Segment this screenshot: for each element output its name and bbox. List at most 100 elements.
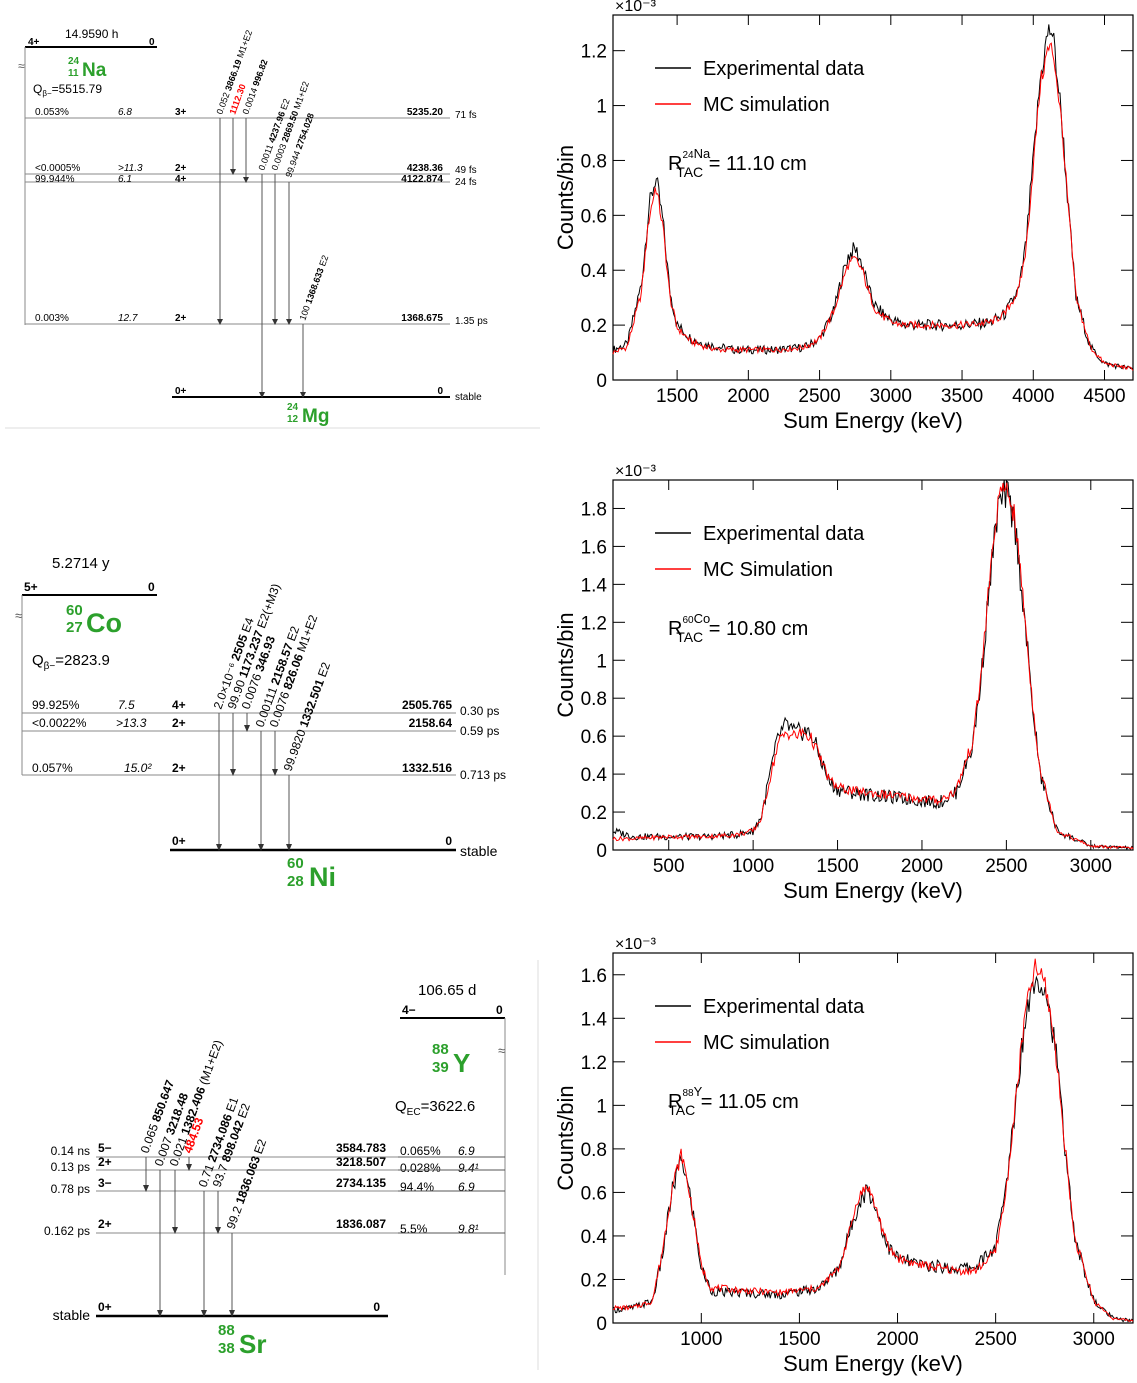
legend-label: MC simulation: [703, 94, 830, 116]
y-tick-label: 0.8: [581, 689, 607, 710]
svg-text:3218.507: 3218.507: [336, 1155, 386, 1169]
svg-text:0.14 ns: 0.14 ns: [51, 1144, 90, 1158]
level-energy: 1368.675: [401, 313, 443, 324]
daughter-z: 12: [287, 414, 299, 425]
spectrum-chart-y88: 1000 1500 2000 2500 3000 0 0.2 0.4 0.6 0.8 1 1.2 1.4…: [545, 925, 1137, 1378]
svg-text:106.65 d: 106.65 d: [418, 982, 476, 999]
level-logft: 12.7: [118, 313, 138, 324]
level-branch: <0.0005%: [35, 163, 80, 174]
level-spin: 4+: [175, 174, 187, 185]
level-logft: 6.8: [118, 107, 132, 118]
svg-text:4−: 4−: [402, 1003, 416, 1017]
svg-text:2734.135: 2734.135: [336, 1176, 386, 1190]
svg-text:0.162 ps: 0.162 ps: [44, 1224, 90, 1238]
parent-z: 11: [68, 68, 79, 79]
q-sub: β−: [42, 89, 52, 98]
series-line-experimental: [612, 975, 1134, 1323]
x-tick-label: 4000: [1012, 386, 1054, 407]
x-axis-label: Sum Energy (keV): [783, 1351, 963, 1376]
svg-text:2+: 2+: [98, 1155, 112, 1169]
rtac-annotation: R60Co TAC = 10.80 cm: [668, 611, 808, 645]
parent-spin: 4+: [28, 37, 40, 48]
level-spin: 2+: [175, 163, 187, 174]
y-tick-label: 1: [596, 1096, 607, 1117]
level-lifetime: 49 fs: [455, 165, 477, 176]
svg-text:stable: stable: [460, 843, 498, 859]
series-line-simulation: [612, 482, 1134, 850]
y-multiplier: ×10⁻³: [615, 0, 657, 15]
svg-text:Qβ−=5515.79: Qβ−=5515.79: [33, 82, 102, 98]
svg-text:0.057%: 0.057%: [32, 761, 73, 775]
svg-text:2+: 2+: [98, 1217, 112, 1231]
parent-spin: 5+: [24, 580, 38, 594]
y-tick-label: 1.8: [581, 499, 607, 520]
x-tick-label: 2500: [985, 856, 1027, 877]
daughter-spin: 0+: [175, 386, 187, 397]
y-tick-label: 1.2: [581, 613, 607, 634]
level-branch: 0.003%: [35, 313, 69, 324]
series-line-simulation: [613, 958, 1134, 1323]
y-tick-label: 0.4: [581, 261, 608, 282]
svg-text:6.9: 6.9: [458, 1180, 475, 1194]
svg-text:39: 39: [432, 1059, 449, 1076]
y-axis-label: Counts/bin: [553, 612, 578, 717]
y-tick-label: 0.4: [581, 765, 608, 786]
svg-text:≈: ≈: [15, 608, 22, 623]
x-axis-label: Sum Energy (keV): [783, 408, 963, 433]
y-tick-label: 1.2: [581, 1053, 607, 1074]
svg-text:0.78 ps: 0.78 ps: [51, 1182, 90, 1196]
svg-text:28: 28: [287, 873, 304, 890]
svg-text:0: 0: [373, 1300, 380, 1314]
svg-text:Y: Y: [453, 1048, 470, 1078]
daughter-lifetime: stable: [455, 392, 482, 403]
daughter-energy: 0: [437, 386, 443, 397]
level-spin: 2+: [175, 313, 187, 324]
svg-text:QEC=3622.6: QEC=3622.6: [395, 1098, 475, 1118]
svg-text:5−: 5−: [98, 1141, 112, 1155]
x-tick-label: 2500: [975, 1329, 1017, 1350]
parent-half-life: 5.2714 y: [52, 555, 110, 572]
svg-text:0+: 0+: [172, 834, 186, 848]
y-tick-label: 0.8: [581, 151, 607, 172]
x-tick-label: 2000: [727, 386, 769, 407]
x-tick-label: 3000: [1073, 1329, 1115, 1350]
x-tick-label: 1500: [778, 1329, 820, 1350]
svg-text:0.713 ps: 0.713 ps: [460, 768, 506, 782]
svg-text:0: 0: [445, 834, 452, 848]
series-line-simulation: [612, 42, 1134, 371]
y-tick-label: 0.4: [581, 1227, 608, 1248]
svg-text:9.4¹: 9.4¹: [458, 1161, 479, 1175]
level-lifetime: 71 fs: [455, 110, 477, 121]
y-tick-label: 0.6: [581, 206, 607, 227]
svg-text:stable: stable: [53, 1307, 91, 1323]
svg-text:0.028%: 0.028%: [400, 1161, 441, 1175]
level-energy: 4238.36: [407, 163, 444, 174]
svg-text:0: 0: [496, 1003, 503, 1017]
svg-text:<0.0022%: <0.0022%: [32, 716, 87, 730]
y-tick-label: 1: [596, 97, 607, 118]
svg-text:Qβ−=2823.9: Qβ−=2823.9: [32, 652, 110, 672]
level-lifetime: 1.35 ps: [455, 316, 488, 327]
svg-text:60: 60: [287, 855, 304, 872]
y-tick-label: 1: [596, 651, 607, 672]
daughter-symbol: Mg: [302, 406, 329, 427]
svg-text:4+: 4+: [172, 698, 186, 712]
svg-text:6.9: 6.9: [458, 1144, 475, 1158]
q-label: Q: [33, 82, 42, 96]
svg-text:99.925%: 99.925%: [32, 698, 80, 712]
parent-mass: 24: [68, 56, 80, 67]
plot-frame: [612, 952, 1134, 1324]
svg-text:3−: 3−: [98, 1176, 112, 1190]
svg-text:5.5%: 5.5%: [400, 1222, 428, 1236]
svg-text:38: 38: [218, 1340, 235, 1357]
decay-scheme-y88: 106.65 d 4− 0 ≈ 88 39 Y QEC=3622.6 0.14 …: [0, 930, 545, 1378]
svg-text:15.0²: 15.0²: [124, 761, 152, 775]
legend-label: Experimental data: [703, 523, 865, 545]
level-logft: 6.1: [118, 174, 132, 185]
y-tick-label: 0: [596, 371, 607, 392]
x-tick-label: 2000: [876, 1329, 918, 1350]
svg-text:0.13 ps: 0.13 ps: [51, 1160, 90, 1174]
y-axis-label: Counts/bin: [553, 1085, 578, 1190]
x-tick-label: 1000: [680, 1329, 722, 1350]
svg-text:Ni: Ni: [309, 862, 336, 892]
